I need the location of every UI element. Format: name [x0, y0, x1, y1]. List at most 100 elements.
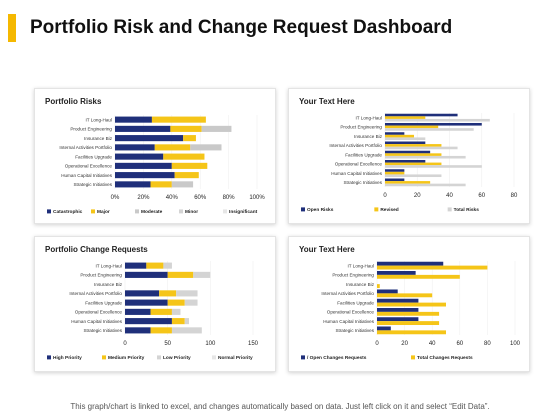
- bar-moderate[interactable]: [171, 181, 194, 188]
- bar-total-risks[interactable]: [385, 155, 466, 159]
- bar-moderate[interactable]: [190, 144, 222, 151]
- bar-medium-priority[interactable]: [150, 308, 172, 315]
- legend-label: Moderate: [141, 209, 163, 215]
- bar-catastrophic[interactable]: [115, 125, 171, 132]
- bar-total-changes-requests[interactable]: [377, 265, 488, 270]
- legend-swatch: [223, 209, 227, 214]
- bar-high-priority[interactable]: [125, 262, 147, 269]
- category-label: Strategic Initiatives: [83, 328, 122, 333]
- bar-low-priority[interactable]: [184, 299, 198, 306]
- bar-high-priority[interactable]: [125, 271, 168, 278]
- bar-total-changes-requests[interactable]: [377, 311, 440, 316]
- bar-revised[interactable]: [385, 162, 442, 166]
- bar-high-priority[interactable]: [125, 327, 151, 334]
- bar-open-risks[interactable]: [385, 141, 426, 145]
- bar-total-risks[interactable]: [385, 128, 474, 131]
- bar-open-changes-requests[interactable]: [377, 261, 444, 266]
- bar-total-changes-requests[interactable]: [377, 330, 446, 335]
- bar-major[interactable]: [151, 116, 206, 123]
- bar-catastrophic[interactable]: [115, 135, 184, 142]
- change-requests-chart[interactable]: IT Long-Haul Product Engineering Insurance…: [35, 237, 275, 371]
- bar-revised[interactable]: [385, 125, 439, 129]
- bar-total-risks[interactable]: [385, 146, 458, 150]
- tick-label: 150: [248, 341, 259, 347]
- bar-medium-priority[interactable]: [159, 290, 177, 297]
- bar-total-risks[interactable]: [385, 183, 466, 187]
- bar-major[interactable]: [174, 172, 199, 179]
- legend-label: Normal Priority: [218, 355, 253, 361]
- bar-low-priority[interactable]: [171, 327, 202, 334]
- bar-catastrophic[interactable]: [115, 116, 152, 123]
- bar-revised[interactable]: [385, 134, 415, 138]
- bar-open-risks[interactable]: [385, 159, 426, 163]
- bar-open-changes-requests[interactable]: [377, 317, 419, 322]
- bar-low-priority[interactable]: [176, 290, 198, 297]
- bar-revised[interactable]: [385, 171, 405, 175]
- bar-medium-priority[interactable]: [167, 271, 194, 278]
- legend-swatch: [179, 209, 183, 214]
- bar-revised[interactable]: [385, 181, 431, 184]
- bar-open-risks[interactable]: [385, 169, 405, 172]
- bar-low-priority[interactable]: [193, 271, 211, 278]
- bar-total-changes-requests[interactable]: [377, 284, 380, 289]
- open-changes-panel: Your Text Here IT Long-Haul Product Engin…: [288, 236, 530, 372]
- bar-revised[interactable]: [385, 153, 442, 156]
- bar-open-changes-requests[interactable]: [377, 289, 398, 294]
- bar-major[interactable]: [163, 153, 205, 160]
- bar-medium-priority[interactable]: [167, 299, 185, 306]
- bar-open-risks[interactable]: [385, 150, 431, 154]
- bar-medium-priority[interactable]: [150, 327, 172, 334]
- bar-high-priority[interactable]: [125, 318, 172, 325]
- panel-title: Your Text Here: [299, 97, 355, 106]
- bar-open-risks[interactable]: [385, 178, 405, 182]
- bar-open-changes-requests[interactable]: [377, 326, 391, 331]
- bar-open-risks[interactable]: [385, 132, 405, 135]
- category-label: Strategic Initiatives: [343, 180, 382, 185]
- bar-medium-priority[interactable]: [146, 262, 164, 269]
- bar-open-changes-requests[interactable]: [377, 270, 416, 275]
- portfolio-risks-chart[interactable]: IT Long-Haul Product Engineering Insurance…: [35, 89, 275, 223]
- bar-revised[interactable]: [385, 144, 442, 147]
- bar-catastrophic[interactable]: [115, 181, 151, 188]
- bar-total-risks[interactable]: [385, 137, 426, 141]
- bar-catastrophic[interactable]: [115, 162, 172, 169]
- bar-total-changes-requests[interactable]: [377, 321, 440, 326]
- bar-open-risks[interactable]: [385, 122, 482, 126]
- bar-revised[interactable]: [385, 116, 426, 119]
- bar-total-changes-requests[interactable]: [377, 302, 446, 307]
- bar-open-changes-requests[interactable]: [377, 298, 419, 303]
- bar-open-risks[interactable]: [385, 113, 458, 117]
- open-changes-chart[interactable]: IT Long-Haul Product Engineering Insurance…: [289, 237, 529, 371]
- bar-total-risks[interactable]: [385, 174, 442, 178]
- bar-moderate[interactable]: [201, 125, 232, 132]
- bar-major[interactable]: [183, 135, 196, 142]
- bar-major[interactable]: [150, 181, 172, 188]
- bar-total-changes-requests[interactable]: [377, 293, 433, 298]
- panel-title: Portfolio Risks: [45, 97, 102, 106]
- category-label: Operational Excellence: [65, 164, 113, 169]
- legend-label: Insignificant: [229, 209, 258, 215]
- bar-low-priority[interactable]: [171, 308, 181, 315]
- tick-label: 60: [478, 193, 485, 199]
- change-requests-panel: Portfolio Change Requests IT Long-Haul Pr…: [34, 236, 276, 372]
- bar-catastrophic[interactable]: [115, 144, 155, 151]
- bar-major[interactable]: [170, 125, 202, 132]
- bar-total-risks[interactable]: [385, 118, 490, 122]
- bar-high-priority[interactable]: [125, 308, 151, 315]
- bar-high-priority[interactable]: [125, 299, 168, 306]
- tick-label: 40: [429, 341, 436, 347]
- open-risks-chart[interactable]: IT Long-Haul Product Engineering Insurance…: [289, 89, 529, 223]
- bar-major[interactable]: [154, 144, 191, 151]
- bar-low-priority[interactable]: [163, 262, 172, 269]
- bar-catastrophic[interactable]: [115, 172, 175, 179]
- bar-medium-priority[interactable]: [171, 318, 185, 325]
- bar-high-priority[interactable]: [125, 290, 160, 297]
- legend-label: Open Risks: [307, 207, 334, 213]
- bar-open-changes-requests[interactable]: [377, 307, 419, 312]
- category-label: IT Long-Haul: [96, 263, 122, 268]
- bar-low-priority[interactable]: [184, 318, 189, 325]
- bar-total-changes-requests[interactable]: [377, 274, 460, 279]
- bar-major[interactable]: [171, 162, 208, 169]
- bar-total-risks[interactable]: [385, 165, 482, 168]
- bar-catastrophic[interactable]: [115, 153, 164, 160]
